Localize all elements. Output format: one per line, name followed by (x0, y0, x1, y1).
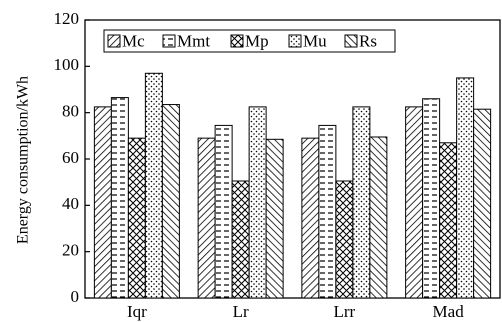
legend-swatch-mc (107, 34, 121, 48)
legend-label-mp: Mp (245, 32, 269, 51)
bar-mp-lr (231, 180, 250, 299)
bar-rs-lrr (369, 136, 388, 299)
bar-mmt-iqr (110, 97, 129, 299)
bar-mmt-lrr (318, 124, 337, 299)
y-axis: 0 20 40 60 80 100 120 (54, 9, 90, 306)
y-tick-label: 60 (62, 148, 79, 167)
plot-area (84, 19, 501, 299)
legend-label-mc: Mc (122, 32, 145, 51)
y-tick-label: 40 (62, 194, 79, 213)
bar-mp-lrr (335, 180, 354, 299)
legend-label-rs: Rs (359, 32, 377, 51)
legend-swatch-mmt (162, 34, 176, 48)
x-tick-label: Lrr (334, 302, 356, 321)
legend-swatch-rs (344, 34, 358, 48)
bar-mmt-lr (214, 124, 233, 299)
bar-mc-lrr (301, 137, 320, 299)
legend-box (103, 29, 396, 53)
bar-mc-mad (405, 106, 424, 299)
bar-mmt-mad (422, 98, 441, 299)
bar-mu-lrr (352, 106, 371, 299)
bar-mu-mad (456, 77, 475, 299)
x-tick-label: Lr (233, 302, 249, 321)
legend-label-mu: Mu (303, 32, 327, 51)
bar-rs-mad (473, 108, 492, 299)
y-tick-label: 100 (54, 55, 80, 74)
bar-mu-lr (248, 106, 267, 299)
x-axis: Iqr Lr Lrr Mad (127, 302, 464, 321)
x-tick-label: Mad (433, 302, 465, 321)
y-tick-label: 20 (62, 241, 79, 260)
y-tick-label: 80 (62, 102, 79, 121)
y-axis-label: Energy consumption/kWh (15, 76, 32, 244)
bar-mc-iqr (93, 106, 112, 299)
legend-label-mmt: Mmt (177, 32, 210, 51)
legend-swatch-mp (230, 34, 244, 48)
x-tick-label: Iqr (127, 302, 147, 321)
bar-mp-mad (439, 142, 458, 299)
y-tick-label: 120 (54, 9, 80, 28)
bar-mu-iqr (144, 72, 163, 299)
bar-mp-iqr (127, 137, 146, 299)
bar-mc-lr (197, 137, 216, 299)
legend: Mc Mmt Mp Mu Rs (103, 29, 396, 53)
bar-rs-lr (265, 138, 284, 299)
y-tick-label: 0 (71, 287, 80, 306)
legend-swatch-mu (288, 34, 302, 48)
bar-rs-iqr (161, 104, 180, 299)
